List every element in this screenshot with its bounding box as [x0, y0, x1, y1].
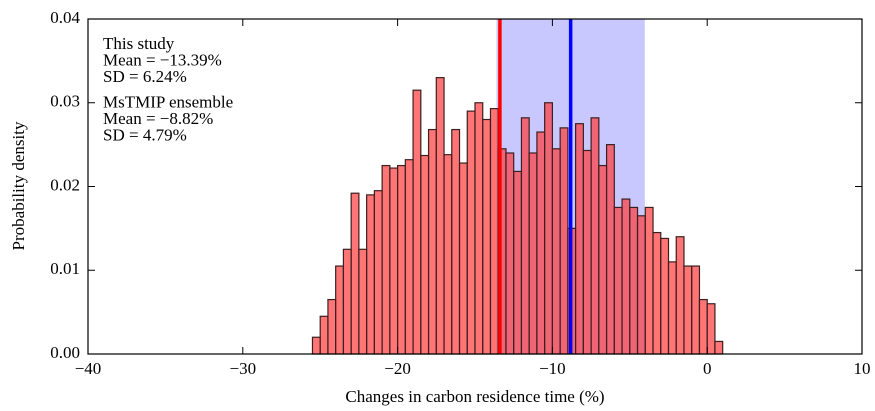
bar: [489, 108, 499, 355]
bar: [482, 118, 492, 355]
bar: [381, 164, 391, 355]
bar: [652, 231, 662, 355]
bar: [373, 190, 383, 355]
bar: [366, 194, 375, 355]
x-tick-label: −20: [384, 359, 411, 378]
bar: [311, 336, 321, 355]
y-tick-label: 0.03: [50, 92, 80, 111]
bar: [613, 206, 623, 355]
bar: [505, 152, 515, 355]
bar: [327, 298, 337, 355]
x-tick-label: 0: [703, 359, 712, 378]
y-tick-label: 0.02: [50, 175, 80, 194]
bar: [706, 303, 716, 355]
x-tick-label: −10: [539, 359, 566, 378]
bar: [397, 164, 406, 355]
y-tick-label: 0.00: [50, 343, 80, 362]
bar: [636, 215, 646, 355]
annotation: Mean = −13.39%: [103, 50, 222, 69]
bar: [528, 152, 538, 355]
bar: [629, 206, 639, 355]
bar: [513, 170, 523, 355]
bar: [420, 154, 430, 355]
bar: [458, 162, 468, 355]
bar: [443, 154, 453, 355]
bar: [575, 123, 584, 355]
bar: [358, 248, 368, 355]
bar: [536, 131, 546, 355]
bar: [698, 298, 708, 355]
bar: [691, 265, 701, 355]
bar: [598, 164, 608, 355]
x-tick-label: −40: [75, 359, 102, 378]
bar: [342, 248, 352, 355]
bar: [544, 102, 553, 355]
y-tick-label: 0.01: [50, 259, 80, 278]
bar: [714, 340, 724, 355]
x-axis-label: Changes in carbon residence time (%): [345, 387, 604, 406]
annotation: MsTMIP ensemble: [103, 92, 233, 111]
bar: [350, 192, 360, 355]
bar: [520, 117, 530, 355]
bar: [683, 265, 693, 355]
bar: [660, 237, 670, 355]
bar: [389, 167, 399, 355]
annotation: SD = 4.79%: [103, 125, 187, 144]
y-axis-label: Probability density: [9, 121, 28, 250]
x-tick-label: 10: [854, 359, 871, 378]
bar: [427, 128, 437, 355]
bar: [474, 102, 484, 355]
bar: [319, 315, 329, 355]
bar: [667, 261, 677, 355]
bar: [335, 265, 345, 355]
bar: [551, 148, 561, 355]
bar: [582, 149, 592, 355]
bar: [404, 159, 414, 355]
bar: [451, 128, 461, 355]
y-tick-label: 0.04: [50, 8, 80, 27]
annotation: SD = 6.24%: [103, 67, 187, 86]
bar: [590, 117, 600, 355]
x-tick-label: −30: [230, 359, 257, 378]
bar: [675, 236, 685, 355]
bar: [605, 144, 615, 355]
bar: [435, 77, 445, 355]
bar: [559, 127, 569, 355]
bar: [466, 110, 476, 355]
annotation: This study: [103, 34, 175, 53]
bar: [621, 198, 631, 355]
bar: [412, 89, 422, 355]
bar: [644, 206, 654, 355]
annotation: Mean = −8.82%: [103, 109, 213, 128]
